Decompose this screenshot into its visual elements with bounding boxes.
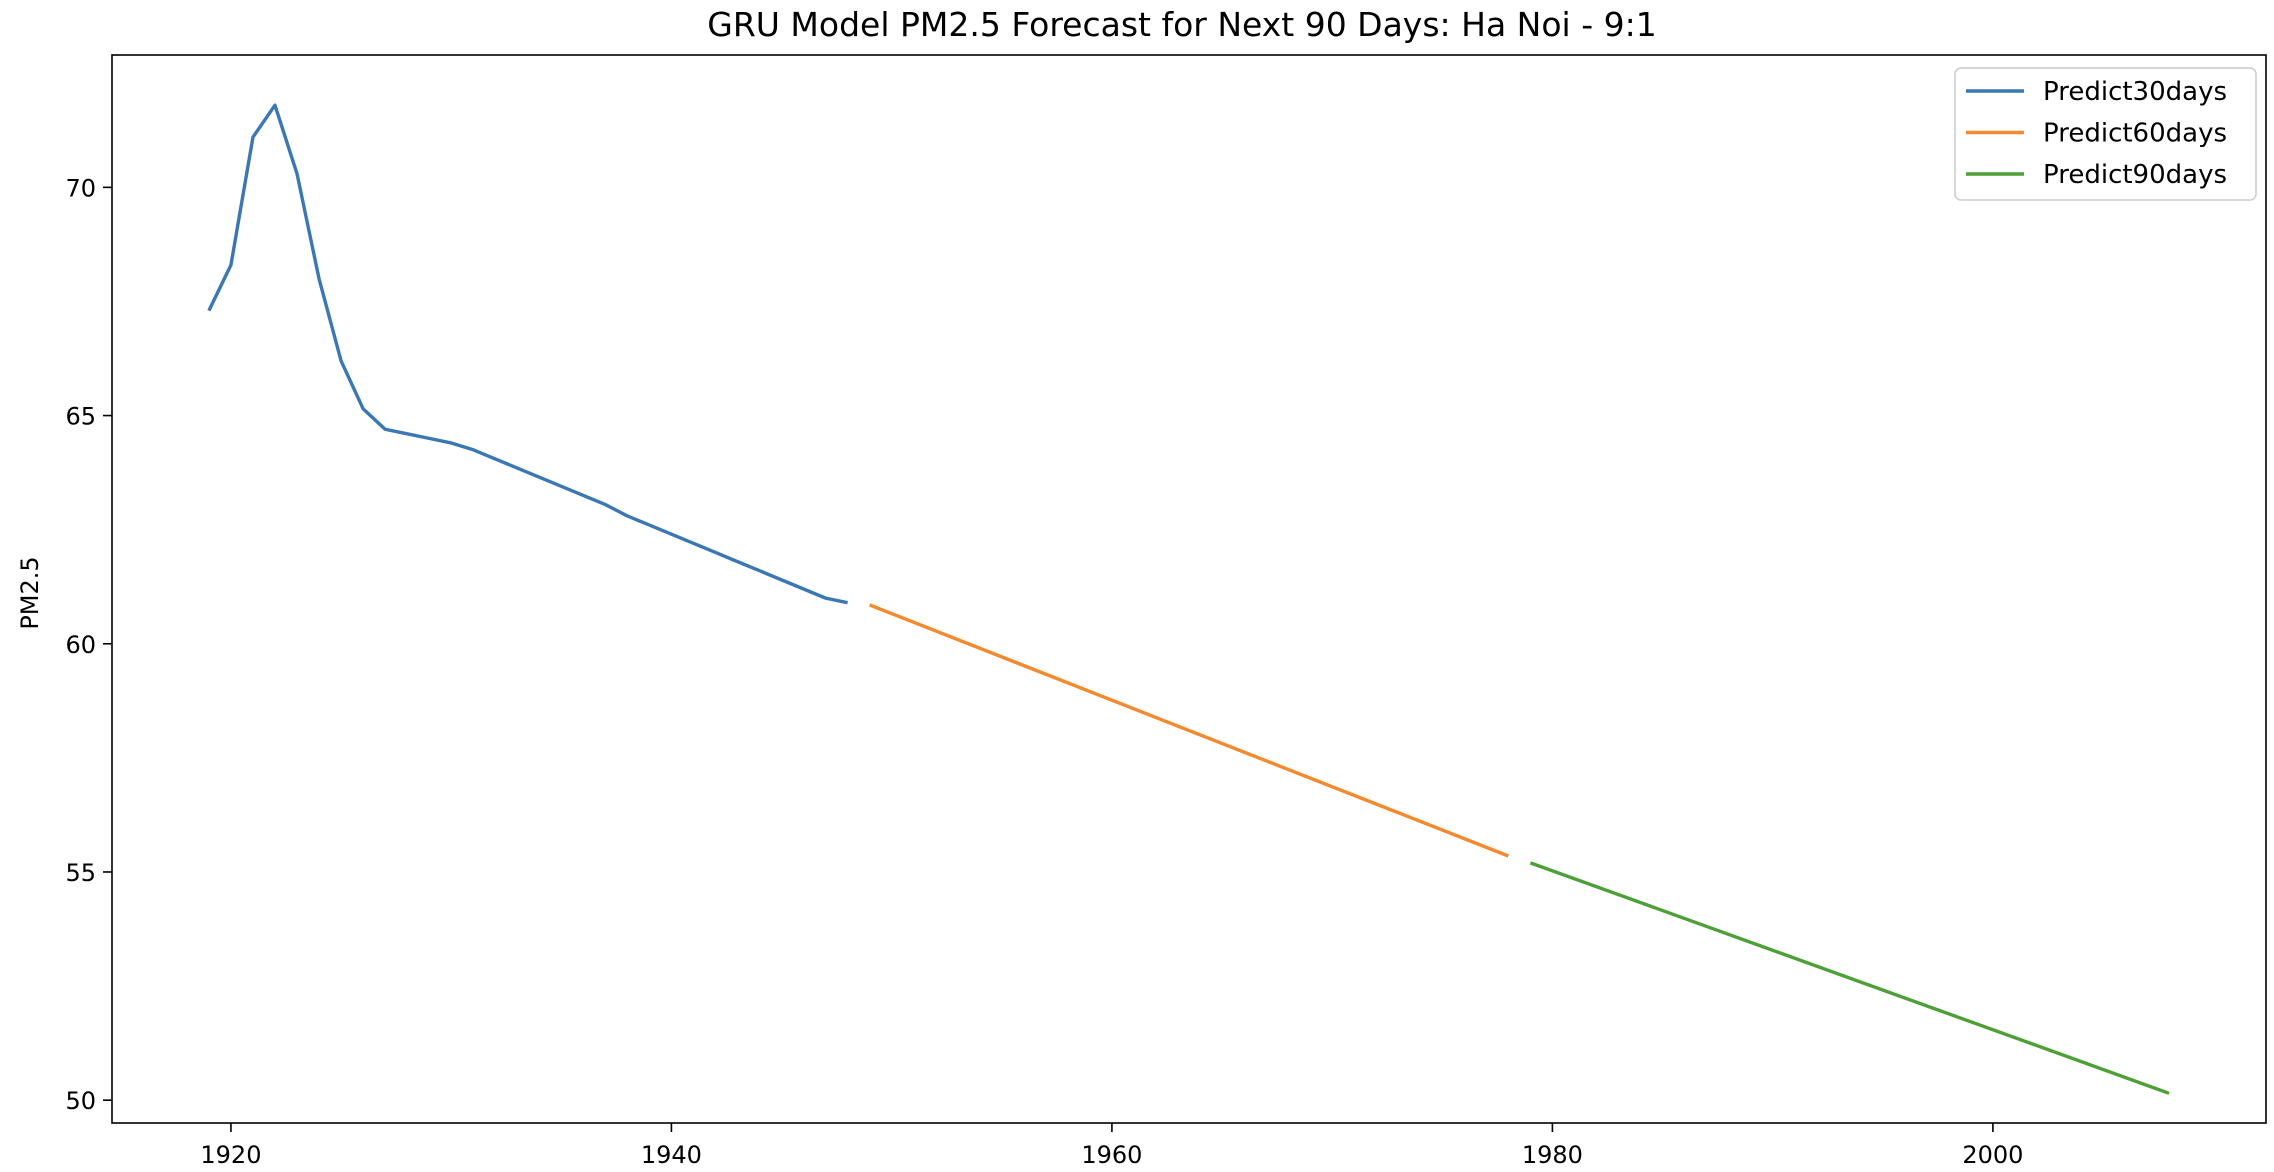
legend-label-predict30days: Predict30days bbox=[2043, 77, 2227, 107]
y-tick-label: 50 bbox=[65, 1087, 96, 1115]
legend-box bbox=[1954, 67, 2257, 201]
series-line-predict60days bbox=[869, 603, 1509, 858]
legend: Predict30days Predict60days Predict90days bbox=[1954, 67, 2257, 201]
x-axis: 1920 1940 1960 1980 2000 bbox=[200, 1123, 2023, 1169]
x-tick-label: 1960 bbox=[1081, 1141, 1142, 1169]
series-line-predict90days bbox=[1529, 861, 2170, 1095]
x-tick-label: 1920 bbox=[200, 1141, 261, 1169]
y-axis: 50 55 60 65 70 bbox=[65, 174, 112, 1115]
plot-area bbox=[207, 103, 2170, 1095]
y-tick-label: 55 bbox=[65, 859, 96, 887]
legend-label-predict60days: Predict60days bbox=[2043, 119, 2227, 149]
y-tick-label: 65 bbox=[65, 403, 96, 431]
plot-frame bbox=[111, 54, 2267, 1124]
y-axis-label: PM2.5 bbox=[16, 556, 44, 629]
x-tick-label: 1980 bbox=[1522, 1141, 1583, 1169]
x-tick-label: 1940 bbox=[641, 1141, 702, 1169]
series-line-predict30days bbox=[207, 103, 848, 605]
chart-title: GRU Model PM2.5 Forecast for Next 90 Day… bbox=[707, 5, 1656, 44]
y-tick-label: 70 bbox=[65, 174, 96, 202]
legend-label-predict90days: Predict90days bbox=[2043, 160, 2227, 190]
x-tick-label: 2000 bbox=[1962, 1141, 2023, 1169]
y-tick-label: 60 bbox=[65, 631, 96, 659]
